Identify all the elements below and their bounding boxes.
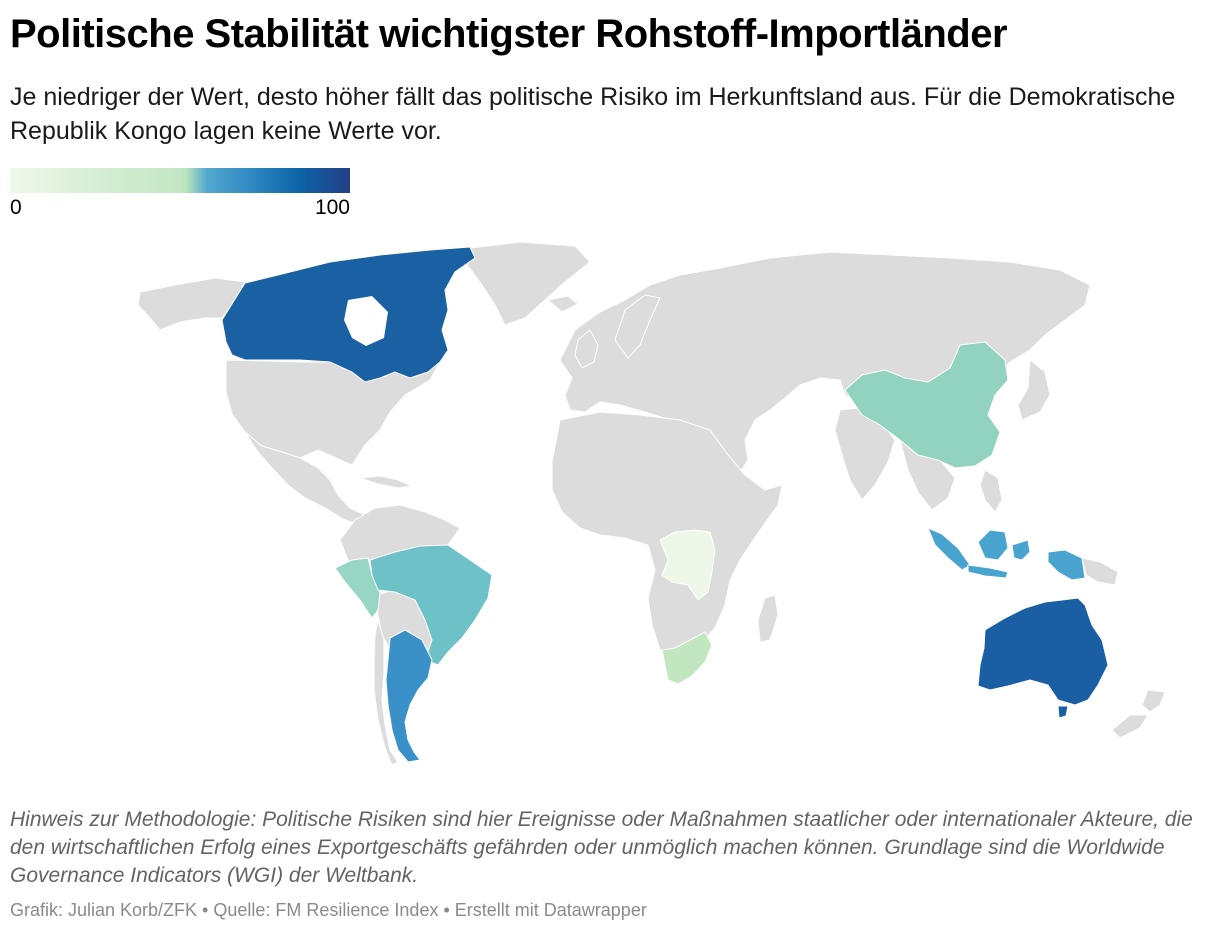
world-map — [137, 241, 1166, 766]
land-greenland — [464, 241, 591, 326]
highlighted-countries — [221, 246, 1109, 763]
chart-subtitle: Je niedriger der Wert, desto höher fällt… — [10, 83, 1176, 145]
country-australia-tasmania — [1057, 705, 1069, 719]
legend-min-label: 0 — [10, 196, 22, 219]
land-caribbean — [359, 475, 414, 489]
land-png — [1081, 557, 1119, 586]
land-uk — [574, 329, 599, 369]
legend-max-label: 100 — [314, 196, 350, 219]
country-peru — [334, 557, 381, 619]
country-south-africa — [661, 631, 713, 685]
land-japan — [1017, 359, 1051, 421]
land-philippines — [979, 469, 1003, 513]
country-indonesia-java — [967, 564, 1009, 579]
land-alaska — [137, 277, 246, 331]
legend-gradient-bar — [10, 168, 350, 193]
land-nz — [1141, 689, 1166, 713]
color-legend: 0 100 — [10, 168, 350, 220]
country-indonesia-borneo — [977, 529, 1009, 561]
country-argentina — [385, 629, 433, 763]
methodology-note: Hinweis zur Methodologie: Politische Ris… — [10, 808, 1193, 887]
land-madagascar — [757, 594, 779, 643]
country-indonesia-sumatra — [927, 527, 971, 571]
land-iceland — [546, 295, 579, 313]
credits-line: Grafik: Julian Korb/ZFK • Quelle: FM Res… — [10, 900, 647, 920]
chart-title: Politische Stabilität wichtigster Rohsto… — [10, 12, 1008, 56]
hudson-bay — [344, 296, 388, 346]
land-scandinavia — [614, 294, 661, 359]
country-china — [844, 341, 1009, 469]
country-drc — [659, 529, 716, 601]
country-australia — [977, 597, 1109, 706]
country-indonesia-papua — [1047, 549, 1086, 581]
land-nz-south — [1111, 714, 1149, 739]
land-chile — [373, 619, 399, 766]
no-data-land — [137, 241, 1166, 766]
country-brazil — [369, 544, 493, 666]
country-indonesia-sulawesi — [1011, 539, 1031, 561]
